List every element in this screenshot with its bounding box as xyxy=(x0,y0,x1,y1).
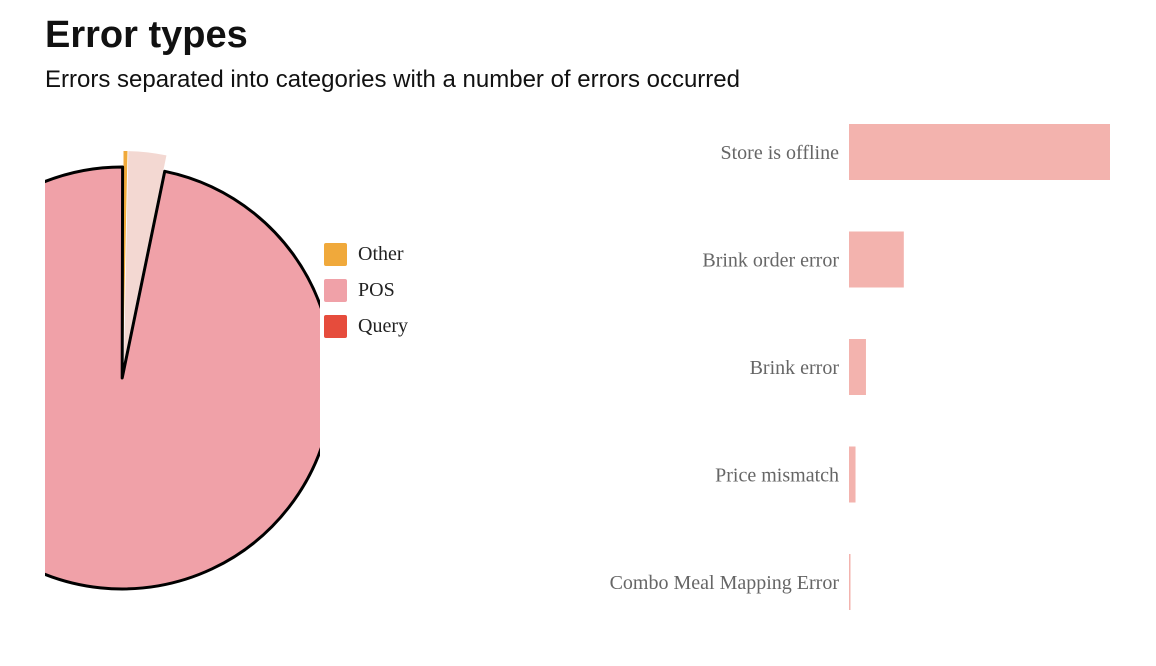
pie-slice-pos[interactable] xyxy=(45,165,320,591)
legend-label-query: Query xyxy=(358,314,408,337)
legend-label-pos: POS xyxy=(358,278,395,301)
legend-item-pos[interactable]: POS xyxy=(324,272,408,308)
legend-label-other: Other xyxy=(358,242,404,265)
legend-item-other[interactable]: Other xyxy=(324,236,408,272)
bar-brink-order-error[interactable] xyxy=(849,231,904,288)
bar-combo-meal-mapping-error[interactable] xyxy=(849,554,851,610)
bar-brink-error[interactable] xyxy=(849,339,866,395)
bar-price-mismatch[interactable] xyxy=(849,446,856,503)
chart-subtitle: Errors separated into categories with a … xyxy=(45,66,740,93)
bar-label: Brink order error xyxy=(702,250,839,272)
legend-item-query[interactable]: Query xyxy=(324,308,408,344)
pie-slice-other[interactable] xyxy=(123,151,128,363)
pie-slice-query[interactable] xyxy=(123,151,167,363)
legend-swatch-pos xyxy=(324,278,347,302)
bar-label: Store is offline xyxy=(720,142,839,164)
pie-legend: Other POS Query xyxy=(324,236,408,344)
legend-swatch-query xyxy=(324,314,347,338)
chart-title: Error types xyxy=(45,14,248,56)
bar-label: Price mismatch xyxy=(715,465,839,487)
bar-label: Combo Meal Mapping Error xyxy=(610,572,840,594)
pie-chart xyxy=(45,151,320,591)
bar-label: Brink error xyxy=(750,357,840,379)
bar-store-is-offline[interactable] xyxy=(849,124,1110,180)
pie-chart-area xyxy=(45,118,320,623)
legend-swatch-other xyxy=(324,242,347,266)
